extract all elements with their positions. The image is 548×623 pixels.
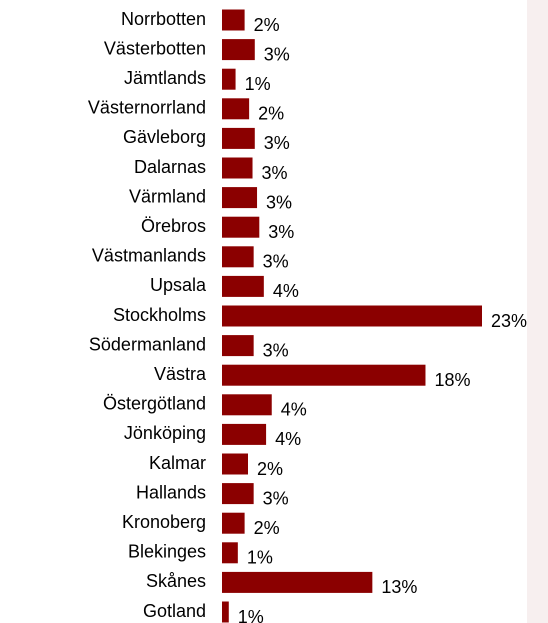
- bar: [222, 571, 373, 593]
- bar: [222, 98, 250, 120]
- side-panel: [527, 0, 548, 623]
- category-label: Örebros: [141, 216, 206, 236]
- value-label: 3%: [264, 133, 290, 153]
- category-label: Västernorrland: [88, 98, 206, 118]
- bar: [222, 394, 272, 416]
- category-label: Västmanlands: [92, 246, 206, 266]
- category-label: Gävleborg: [123, 127, 206, 147]
- value-label: 1%: [238, 607, 264, 623]
- value-label: 4%: [281, 400, 307, 420]
- category-label: Södermanland: [89, 334, 206, 354]
- value-label: 4%: [275, 429, 301, 449]
- bar: [222, 39, 255, 61]
- value-label: 2%: [254, 518, 280, 538]
- bar: [222, 601, 229, 623]
- bar: [222, 216, 260, 238]
- category-label: Upsala: [150, 275, 207, 295]
- category-label: Västra: [154, 364, 207, 384]
- category-label: Norrbotten: [121, 9, 206, 29]
- value-label: 3%: [264, 44, 290, 64]
- bar: [222, 305, 482, 327]
- bar: [222, 157, 253, 179]
- value-label: 1%: [245, 74, 271, 94]
- bar: [222, 68, 236, 90]
- bar: [222, 275, 264, 297]
- category-label: Dalarnas: [134, 157, 206, 177]
- value-label: 3%: [262, 163, 288, 183]
- category-label: Östergötland: [103, 394, 206, 414]
- category-label: Stockholms: [113, 305, 206, 325]
- bar: [222, 483, 254, 505]
- value-label: 23%: [491, 311, 527, 331]
- value-label: 2%: [258, 104, 284, 124]
- value-label: 4%: [273, 281, 299, 301]
- value-label: 3%: [266, 192, 292, 212]
- bar: [222, 542, 238, 564]
- category-label: Jönköping: [124, 423, 206, 443]
- category-label: Jämtlands: [124, 68, 206, 88]
- value-label: 3%: [263, 252, 289, 272]
- value-label: 2%: [257, 459, 283, 479]
- category-label: Blekinges: [128, 542, 206, 562]
- bar: [222, 335, 254, 357]
- bar: [222, 423, 267, 445]
- category-label: Västerbotten: [104, 38, 206, 58]
- category-label: Kronoberg: [122, 512, 206, 532]
- value-label: 3%: [263, 340, 289, 360]
- bar: [222, 246, 254, 268]
- value-label: 18%: [434, 370, 470, 390]
- bar: [222, 187, 258, 209]
- category-label: Hallands: [136, 482, 206, 502]
- bar: [222, 453, 248, 475]
- category-label: Värmland: [129, 186, 206, 206]
- value-label: 13%: [381, 577, 417, 597]
- value-label: 3%: [263, 488, 289, 508]
- category-label: Skånes: [146, 571, 206, 591]
- value-label: 2%: [254, 15, 280, 35]
- bar: [222, 512, 245, 534]
- bar: [222, 364, 426, 386]
- category-label: Kalmar: [149, 453, 206, 473]
- bar: [222, 9, 245, 31]
- value-label: 1%: [247, 548, 273, 568]
- category-label: Gotland: [143, 601, 206, 621]
- bar: [222, 127, 255, 149]
- value-label: 3%: [268, 222, 294, 242]
